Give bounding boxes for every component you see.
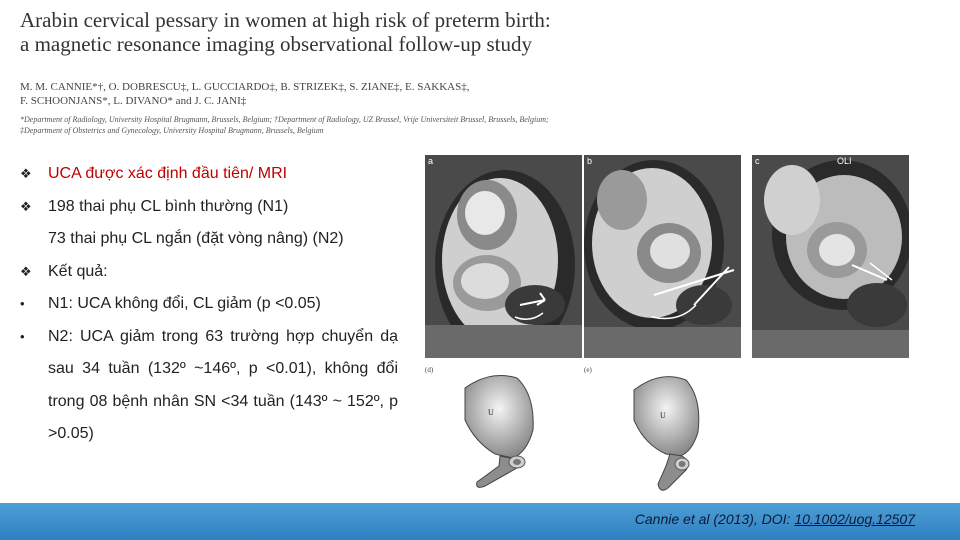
citation-text: Cannie et al (2013), DOI:	[634, 511, 795, 527]
mri-scan-graphic	[584, 155, 741, 358]
bullet-item: ❖ Kết quả:	[20, 256, 398, 289]
uterus-diagram-graphic: U	[633, 376, 700, 491]
panel-label-a: a	[428, 156, 434, 166]
panel-c-tag: OLI	[837, 156, 852, 166]
authors-line-2: F. SCHOONJANS*, L. DIVANO* and J. C. JAN…	[20, 95, 247, 107]
mri-scan-graphic	[752, 155, 909, 358]
bullet-text: N2: UCA giảm trong 63 trường hợp chuyển …	[48, 327, 398, 443]
doi-link[interactable]: 10.1002/uog.12507	[794, 511, 915, 527]
authors-line-1: M. M. CANNIE*†, O. DOBRESCU‡, L. GUCCIAR…	[20, 81, 470, 93]
panel-label-d: (d)	[425, 366, 434, 374]
bullet-item: • N1: UCA không đổi, CL giảm (p <0.05)	[20, 288, 398, 321]
paper-authors: M. M. CANNIE*†, O. DOBRESCU‡, L. GUCCIAR…	[20, 80, 580, 108]
mri-image-b: b	[584, 155, 741, 358]
uterus-label-e: U	[660, 411, 666, 420]
dot-bullet-icon: •	[20, 328, 25, 344]
diamond-bullet-icon: ❖	[20, 198, 32, 214]
bullet-text: Kết quả:	[48, 262, 108, 280]
title-line-2: a magnetic resonance imaging observation…	[20, 32, 533, 56]
uterus-diagram-d: U	[455, 370, 545, 495]
panel-label-b: b	[587, 156, 593, 166]
citation: Cannie et al (2013), DOI: 10.1002/uog.12…	[635, 511, 915, 527]
bullet-item: 73 thai phụ CL ngắn (đặt vòng nâng) (N2)	[20, 223, 398, 256]
bullet-text: 73 thai phụ CL ngắn (đặt vòng nâng) (N2)	[48, 230, 344, 247]
uterus-diagram-graphic: U	[464, 375, 534, 488]
mri-scan-graphic	[425, 155, 582, 358]
panel-label-e: (e)	[584, 366, 592, 374]
dot-bullet-icon: •	[20, 296, 25, 311]
bullet-item: ❖ UCA được xác định đầu tiên/ MRI	[20, 158, 398, 191]
paper-affiliations: *Department of Radiology, University Hos…	[20, 115, 549, 135]
bullet-item: • N2: UCA giảm trong 63 trường hợp chuyể…	[20, 321, 398, 451]
paper-title: Arabin cervical pessary in women at high…	[20, 8, 620, 56]
bullet-text: 198 thai phụ CL bình thường (N1)	[48, 197, 289, 215]
diamond-bullet-icon: ❖	[20, 263, 32, 279]
diamond-bullet-icon: ❖	[20, 166, 32, 181]
bullet-text: UCA được xác định đầu tiên/ MRI	[48, 165, 288, 182]
mri-image-a: a	[425, 155, 582, 358]
uterus-label-d: U	[488, 408, 494, 417]
bullet-list: ❖ UCA được xác định đầu tiên/ MRI ❖ 198 …	[20, 158, 398, 451]
bullet-item: ❖ 198 thai phụ CL bình thường (N1)	[20, 191, 398, 224]
mri-image-c: c OLI	[752, 155, 909, 358]
title-line-1: Arabin cervical pessary in women at high…	[20, 8, 551, 32]
uterus-diagram-e: U	[622, 370, 712, 495]
footer-bar: Cannie et al (2013), DOI: 10.1002/uog.12…	[0, 503, 960, 540]
bullet-text: N1: UCA không đổi, CL giảm (p <0.05)	[48, 295, 321, 312]
panel-label-c: c	[755, 156, 760, 166]
